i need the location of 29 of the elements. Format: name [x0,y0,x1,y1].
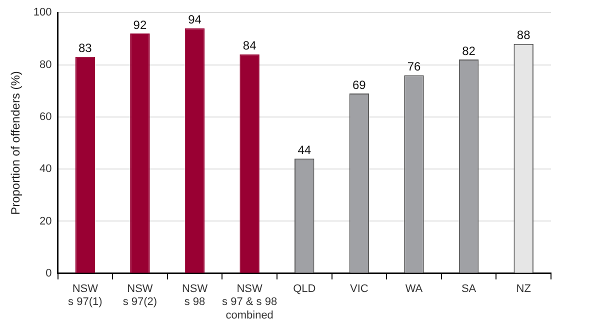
bar [130,33,150,273]
y-tick-label: 40 [40,163,52,176]
data-label: 69 [352,78,366,92]
data-label: 92 [133,18,147,32]
x-tick-label: NSW s 98 [182,283,208,308]
x-tick-label: NZ [516,283,532,296]
data-label: 94 [188,12,202,27]
x-tick-label: NSW s 97 & s 98 combined [222,283,278,322]
y-axis-title: Proportion of offenders (%) [8,71,23,215]
y-tick-label: 80 [40,58,52,71]
data-label: 83 [78,41,92,56]
bar [240,54,260,273]
y-tick-label: 60 [40,110,52,123]
data-label: 44 [298,142,312,157]
data-label: 84 [242,38,257,53]
x-tick-label: QLD [293,283,316,296]
x-tick-label: NSW s 97(2) [122,283,158,308]
bar [184,28,205,273]
x-tick-label: SA [461,283,477,296]
x-tick-label: VIC [350,283,368,296]
x-tick-label: WA [405,283,424,296]
x-tick-label: NSW s 97(1) [68,283,102,308]
y-tick-label: 0 [46,267,52,280]
bar [75,56,96,273]
y-tick-label: 100 [33,6,52,19]
data-label: 76 [407,60,421,74]
data-label: 88 [516,28,531,42]
data-label: 82 [462,44,476,58]
y-tick-label: 20 [40,215,52,228]
